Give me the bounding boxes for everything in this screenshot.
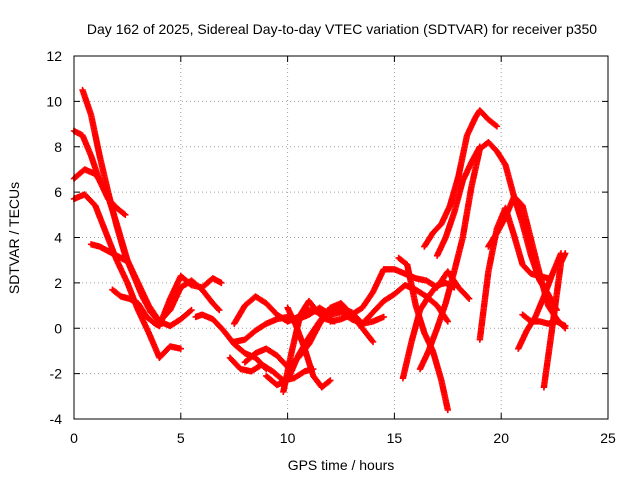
data-point <box>444 318 451 325</box>
data-point <box>493 123 501 130</box>
data-point-fill <box>325 378 333 385</box>
data-point <box>444 406 451 414</box>
y-tick-label: 4 <box>54 230 62 246</box>
data-point-fill <box>443 316 451 324</box>
chart-title: Day 162 of 2025, Sidereal Day-to-day VTE… <box>87 21 597 37</box>
series-sat-15 <box>284 304 334 391</box>
data-point <box>216 306 223 314</box>
data-point <box>380 313 387 321</box>
data-point <box>122 256 129 264</box>
y-tick-label: 12 <box>46 48 62 64</box>
series-sat-7 <box>156 272 225 330</box>
series-sat-22 <box>433 143 484 259</box>
series-sat-5 <box>87 241 129 264</box>
x-tick-label: 20 <box>493 430 509 446</box>
series-sat-21 <box>421 107 501 250</box>
data-point <box>562 322 569 330</box>
ticks-layer: 0 5 10 15 20 25 -4 -2 0 2 4 6 8 10 12 <box>46 48 616 446</box>
data-point-fill <box>368 337 376 344</box>
data-point-fill <box>464 294 472 301</box>
data-point <box>218 279 225 287</box>
x-tick-label: 5 <box>177 430 185 446</box>
series-sat-3 <box>70 191 184 361</box>
x-tick-label: 0 <box>70 430 78 446</box>
y-tick-label: -4 <box>50 411 63 427</box>
data-point-fill <box>492 122 499 129</box>
series-sat-27 <box>540 250 569 391</box>
y-tick-label: 2 <box>54 275 62 291</box>
series-sat-10 <box>231 304 387 346</box>
data-point <box>177 345 184 352</box>
y-tick-label: 6 <box>54 184 62 200</box>
data-point <box>122 211 129 219</box>
data-point-fill <box>120 210 128 218</box>
data-point <box>188 306 195 314</box>
data-point-fill <box>187 307 194 315</box>
data-point <box>465 295 473 302</box>
data-point <box>369 338 377 346</box>
data-point-fill <box>214 305 222 313</box>
series-sat-18 <box>395 254 451 414</box>
series-sat-25 <box>515 250 565 352</box>
x-axis-label: GPS time / hours <box>288 457 395 473</box>
data-points-layer <box>70 86 569 414</box>
x-tick-label: 15 <box>387 430 403 446</box>
x-tick-label: 25 <box>600 430 616 446</box>
y-tick-label: -2 <box>50 366 63 382</box>
y-tick-label: 10 <box>46 93 62 109</box>
x-tick-label: 10 <box>280 430 296 446</box>
y-tick-label: 8 <box>54 139 62 155</box>
data-point <box>476 143 484 150</box>
grid-layer <box>74 56 608 419</box>
data-point <box>562 250 569 257</box>
series-sat-19 <box>399 279 458 382</box>
data-point <box>327 377 334 384</box>
series-sat-8 <box>192 311 270 373</box>
y-axis-label: SDTVAR / TECUs <box>6 182 22 294</box>
y-tick-label: 0 <box>54 320 62 336</box>
